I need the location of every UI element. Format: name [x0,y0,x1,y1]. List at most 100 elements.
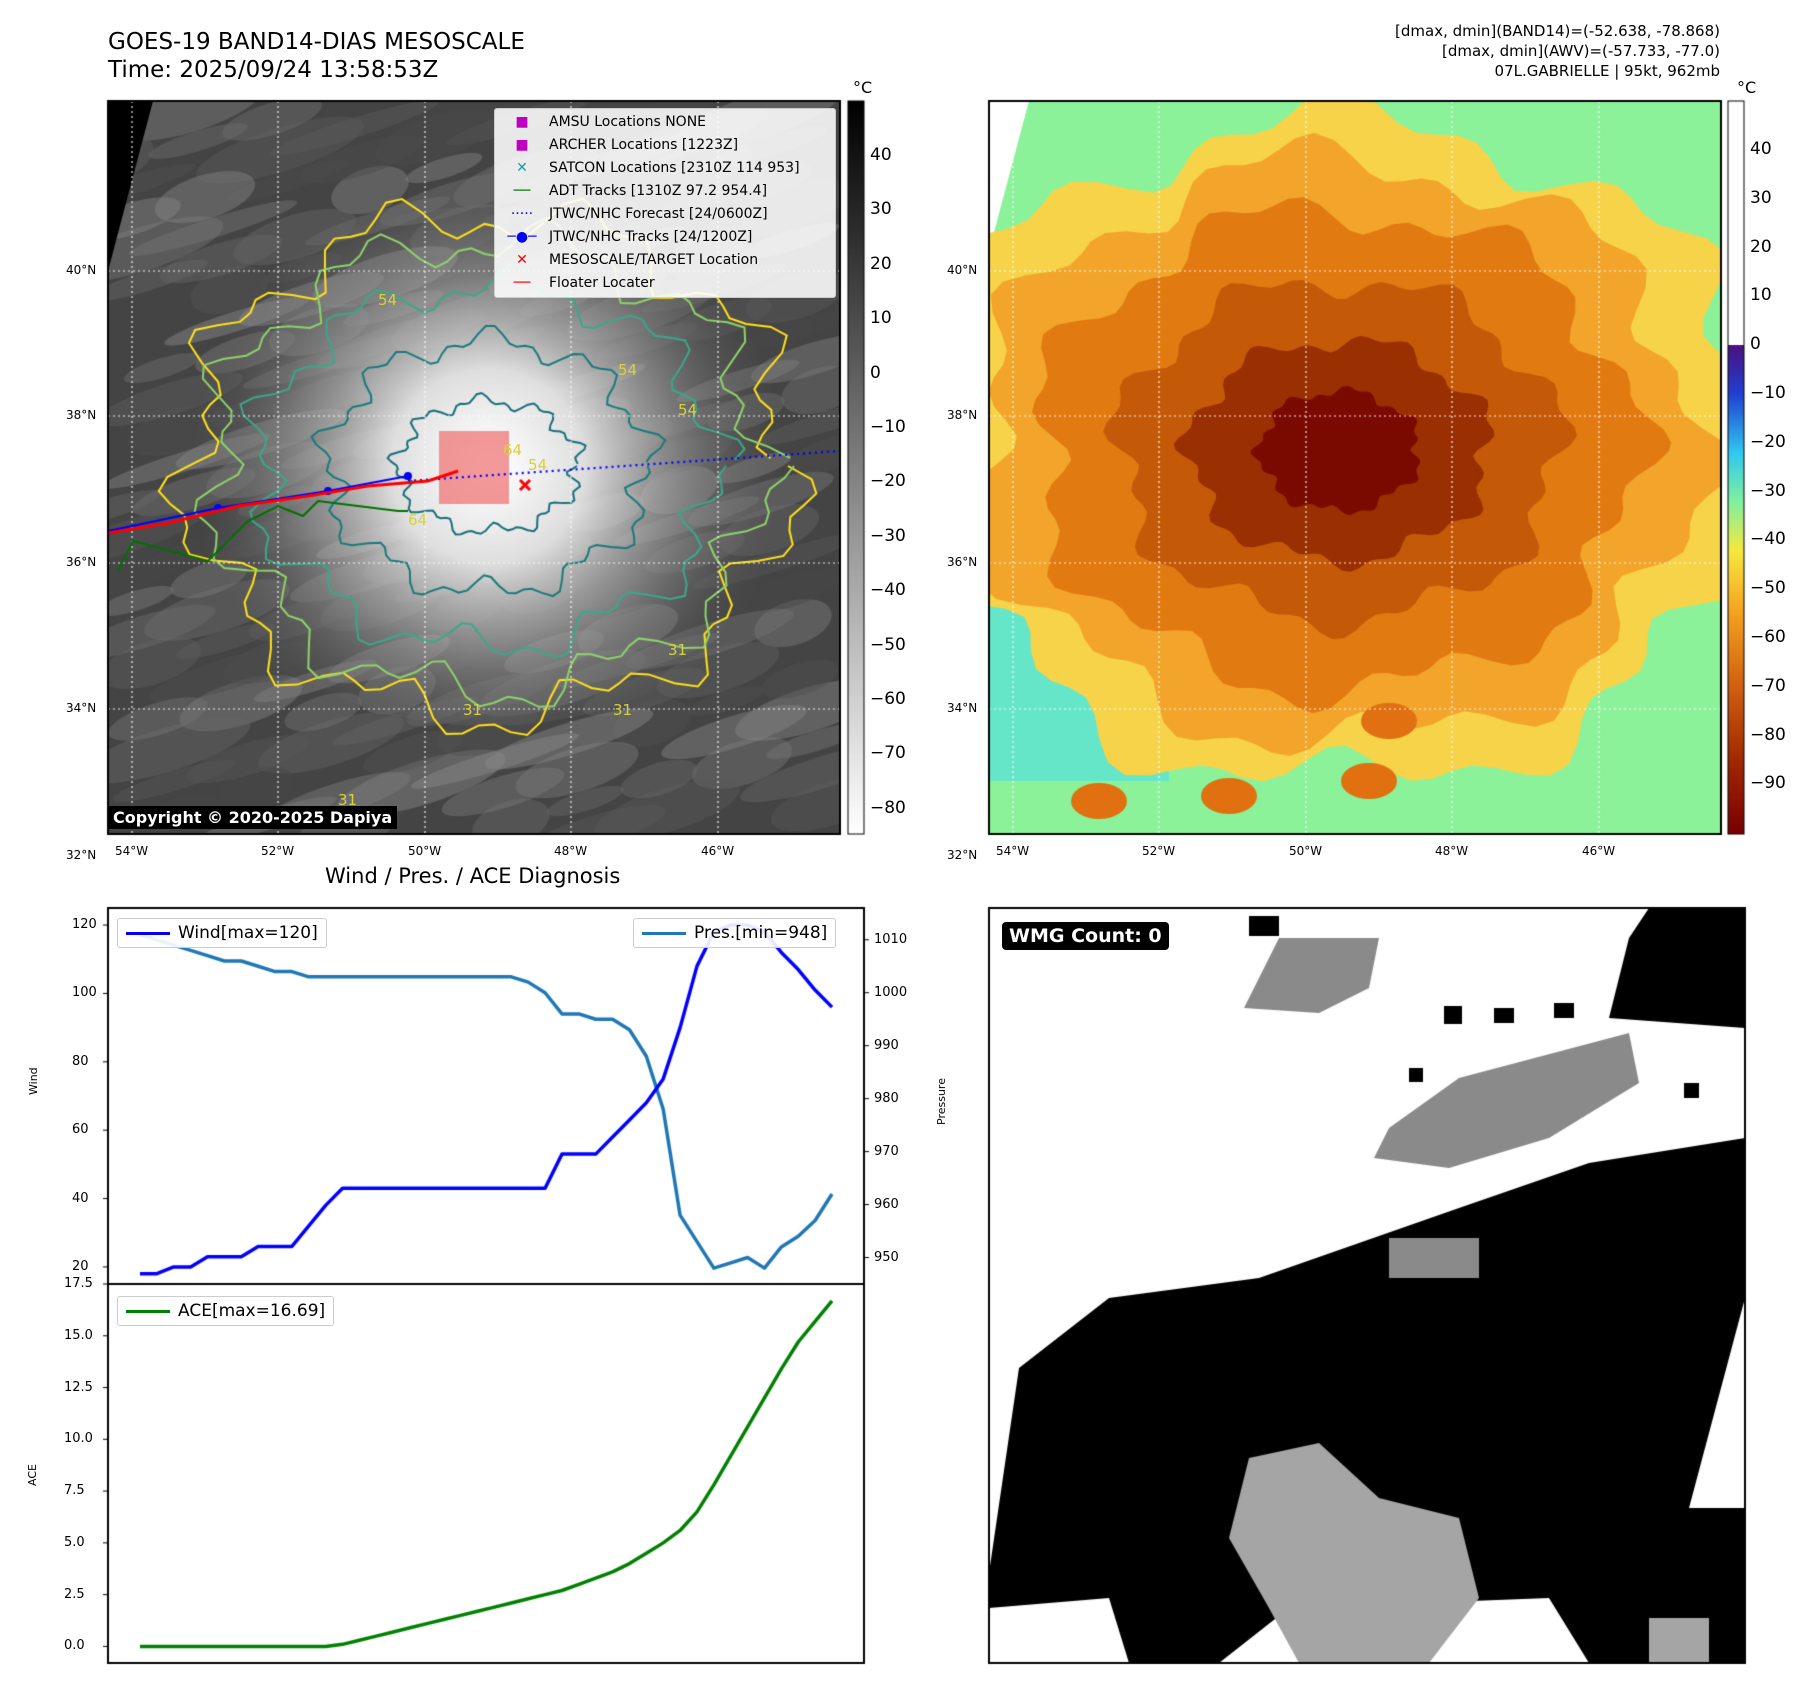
colorbar-color-tick: 10 [1750,285,1772,306]
lon-label: 46°W [1582,844,1616,858]
colorbar-gray-tick: −30 [870,525,906,546]
lat-label: 36°N [66,555,97,569]
colorbar-gray-tick: 20 [870,253,892,274]
lon-label: 48°W [1435,844,1469,858]
ace-tick-label: 5.0 [64,1534,85,1550]
map-legend: ■ AMSU Locations NONE ■ ARCHER Locations [… [494,108,836,298]
pressure-tick-label: 1010 [874,931,908,947]
colorbar-color-unit: °C [1737,78,1757,97]
legend-floater: ── Floater Locater [513,275,655,291]
colorbar-gray-unit: °C [853,78,873,97]
storm-info-text: 07L.GABRIELLE | 95kt, 962mb [1494,62,1720,80]
lon-label: 54°W [996,844,1030,858]
pressure-legend: Pres.[min=948] [633,918,837,948]
colorbar-color-tick: −20 [1750,431,1786,452]
pressure-tick-label: 980 [874,1090,899,1106]
lon-label: 46°W [701,844,735,858]
contour-label: 54 [678,401,698,419]
colorbar-gray-tick: 0 [870,362,881,383]
lon-label: 50°W [1289,844,1323,858]
colorbar-gray-tick: −60 [870,689,906,709]
contour-label: 54 [618,361,638,379]
contour-label: 31 [463,701,483,719]
diagnosis-title: Wind / Pres. / ACE Diagnosis [325,864,621,888]
figure-title-line2: Time: 2025/09/24 13:58:53Z [108,57,439,83]
colorbar-color-tick: −40 [1750,529,1786,550]
legend-satcon: ✕ SATCON Locations [2310Z 114 953] [516,160,800,176]
lon-label: 54°W [115,844,149,858]
colorbar-gray-tick: 40 [870,145,892,165]
wind-legend: Wind[max=120] [117,918,327,948]
copyright-badge: Copyright © 2020-2025 Dapiya [108,806,398,829]
colorbar-gray-tick: −80 [870,797,906,818]
colorbar-color-tick: −30 [1750,480,1786,501]
lat-label: 40°N [947,263,978,277]
colorbar-color-tick: −70 [1750,675,1786,696]
legend-archer: ■ ARCHER Locations [1223Z] [515,137,739,153]
lat-label: 38°N [66,408,97,422]
colorbar-gray-tick: −20 [870,471,906,492]
colorbar-color-tick: −10 [1750,383,1786,403]
contour-label: 64 [408,511,428,529]
dmax-band14-text: [dmax, dmin](BAND14)=(-52.638, -78.868) [1395,22,1720,40]
wind-tick-label: 20 [72,1258,89,1274]
colorbar-gray-tick: −70 [870,743,906,764]
legend-amsu: ■ AMSU Locations NONE [515,114,707,130]
ace-axis-label: ACE [26,1464,39,1486]
ace-tick-label: 12.5 [64,1379,93,1395]
contour-label: 31 [338,791,358,809]
contour-label: 54 [378,291,398,309]
ace-tick-label: 2.5 [64,1586,85,1602]
lat-label: 32°N [947,848,978,862]
ace-tick-label: 17.5 [64,1276,93,1291]
colorbar-color-tick: 40 [1750,139,1772,159]
ace-tick-label: 15.0 [64,1327,93,1343]
colorbar-gray-tick: −10 [870,417,906,437]
figure-title-line1: GOES-19 BAND14-DIAS MESOSCALE [108,29,525,55]
pressure-axis-label: Pressure [935,1078,948,1125]
contour-label: 31 [613,701,633,719]
wmg-count-badge: WMG Count: 0 [1002,922,1169,950]
lat-label: 36°N [947,555,978,569]
wind-tick-label: 60 [72,1122,89,1138]
colorbar-color-tick: −80 [1750,724,1786,745]
colorbar-color-tick: 30 [1750,187,1772,208]
colorbar-color-tick: 0 [1750,334,1761,355]
wind-axis-label: Wind [27,1067,40,1095]
contour-label: 31 [668,641,688,659]
lon-label: 50°W [408,844,442,858]
colorbar-color-tick: −60 [1750,627,1786,647]
wind-tick-label: 120 [72,917,97,933]
pressure-tick-label: 950 [874,1249,899,1265]
lat-label: 32°N [66,848,97,862]
ace-legend: ACE[max=16.69] [117,1296,335,1326]
colorbar-color-tick: 20 [1750,236,1772,257]
wind-tick-label: 80 [72,1053,89,1069]
colorbar-gray-tick: 30 [870,199,892,220]
contour-label: 64 [503,441,523,459]
wind-tick-label: 40 [72,1190,89,1206]
colorbar-gray-tick: −50 [870,634,906,655]
pressure-tick-label: 970 [874,1143,899,1159]
ace-tick-label: 0.0 [64,1638,85,1654]
legend-jtwc-forecast: ····· JTWC/NHC Forecast [24/0600Z] [510,206,768,222]
contour-label: 54 [528,456,548,474]
legend-jtwc-tracks: ─●─ JTWC/NHC Tracks [24/1200Z] [507,229,753,245]
ace-tick-label: 10.0 [64,1431,93,1447]
wind-tick-label: 100 [72,985,97,1001]
lat-label: 34°N [947,701,978,715]
legend-adt: ── ADT Tracks [1310Z 97.2 954.4] [513,183,768,199]
colorbar-color-tick: −90 [1750,773,1786,794]
dmax-awv-text: [dmax, dmin](AWV)=(-57.733, -77.0) [1441,42,1720,60]
lon-label: 52°W [261,844,295,858]
pressure-tick-label: 990 [874,1037,899,1053]
pressure-tick-label: 1000 [874,984,908,1000]
lon-label: 52°W [1142,844,1176,858]
pressure-tick-label: 960 [874,1196,899,1212]
colorbar-color-tick: −50 [1750,578,1786,599]
lat-label: 40°N [66,263,97,277]
lon-label: 48°W [554,844,588,858]
ace-tick-label: 7.5 [64,1483,85,1499]
lat-label: 34°N [66,701,97,715]
